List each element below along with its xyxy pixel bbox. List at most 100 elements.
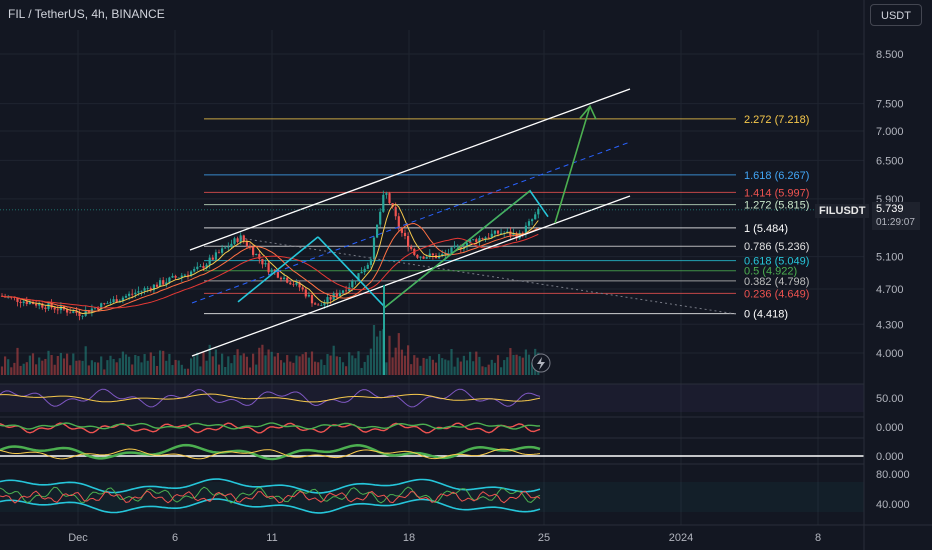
volume-bar [267, 349, 270, 375]
candle-body [422, 256, 425, 259]
volume-bar [394, 347, 397, 375]
volume-bar [53, 364, 56, 375]
volume-bar [531, 362, 534, 375]
fib-label: 0.786 (5.236) [744, 241, 809, 253]
candle-body [410, 246, 413, 249]
projection-target-leg [554, 106, 591, 224]
candle-body [183, 274, 186, 276]
candle-body [180, 275, 183, 278]
volume-bar [230, 363, 233, 375]
candle-body [131, 293, 134, 295]
candle-body [115, 299, 118, 303]
trend-dotted [239, 237, 737, 315]
ticker-badge: FILUSDT [815, 204, 870, 218]
candle-body [465, 243, 469, 248]
volume-bar [155, 365, 159, 375]
volume-bar [25, 362, 28, 375]
volume-bar [338, 356, 341, 375]
candle-body [75, 311, 78, 313]
candle-body [490, 233, 493, 238]
candle-body [196, 266, 199, 269]
volume-bar [66, 353, 69, 375]
volume-bar [366, 355, 369, 375]
volume-bar [236, 349, 239, 375]
candle-body [190, 271, 193, 276]
volume-bar [62, 358, 66, 375]
candle-body [171, 275, 174, 278]
time-axis: Dec 6 11 18 25 2024 8 [0, 524, 932, 544]
candle-body [50, 303, 53, 308]
volume-bar [121, 351, 124, 375]
volume-bar [137, 356, 140, 375]
candle-body [16, 297, 19, 302]
channel-lower-line [191, 195, 631, 357]
candle-body [152, 284, 155, 291]
candle-body [388, 193, 391, 204]
candle-body [97, 307, 100, 310]
x-tick-label: 6 [172, 532, 178, 544]
candle-body [416, 254, 419, 258]
candle-body [90, 308, 93, 313]
candle-body [19, 301, 22, 304]
band-upper-line [0, 478, 541, 494]
volume-bar [403, 355, 407, 375]
candle-body [527, 221, 531, 226]
candle-body [357, 273, 360, 281]
volume-bar [208, 344, 211, 375]
y-tick-label: 6.500 [876, 155, 904, 167]
volume-bar [518, 356, 521, 375]
volume-bar [484, 367, 487, 375]
fib-label: 0 (4.418) [744, 309, 788, 321]
candle-body [140, 290, 143, 292]
momentum-signal-line [0, 448, 541, 460]
volume-bar [431, 359, 434, 375]
candle-body [87, 310, 90, 313]
ma-medium [1, 222, 539, 312]
volume-bar [428, 356, 431, 375]
volume-bar [317, 362, 320, 375]
volume-bar [388, 335, 391, 375]
volume-bar [450, 348, 453, 375]
volume-bar [109, 355, 112, 375]
volume-bar [7, 359, 10, 375]
candle-body [518, 232, 521, 239]
volume-bar [59, 352, 62, 375]
candle-body [100, 303, 103, 310]
candle-body [69, 312, 72, 314]
candle-body [472, 239, 475, 241]
volume-bar [410, 364, 413, 375]
volume-bar [143, 354, 146, 375]
volume-bar [515, 354, 518, 375]
candle-body [0, 295, 4, 297]
candle-body [81, 315, 84, 317]
volume-bar [140, 362, 143, 375]
candle-body [475, 239, 478, 243]
volume-bar [72, 353, 75, 375]
volume-bar [81, 360, 84, 375]
volume-bar [273, 356, 276, 375]
fib-label: 2.272 (7.218) [744, 114, 809, 126]
candle-body [25, 301, 28, 304]
candle-body [400, 228, 403, 233]
candle-body [382, 194, 385, 212]
candle-body [270, 269, 273, 273]
volume-bar [168, 353, 171, 375]
currency-button[interactable]: USDT [870, 4, 922, 26]
volume-bar [103, 369, 106, 375]
volume-bar [326, 354, 329, 375]
candle-body [496, 230, 500, 234]
volume-bar [354, 358, 357, 375]
volume-bar [56, 355, 59, 375]
candle-body [227, 246, 230, 248]
candle-body [385, 193, 388, 195]
candle-body [524, 225, 527, 235]
candle-body [509, 231, 512, 236]
osc-red-line [0, 422, 541, 434]
ma-slow [1, 233, 539, 309]
y-tick-label: 8.500 [876, 49, 904, 61]
candle-body [199, 265, 202, 267]
candle-body [376, 224, 379, 238]
candle-body [314, 303, 317, 305]
volume-bar [124, 354, 128, 375]
